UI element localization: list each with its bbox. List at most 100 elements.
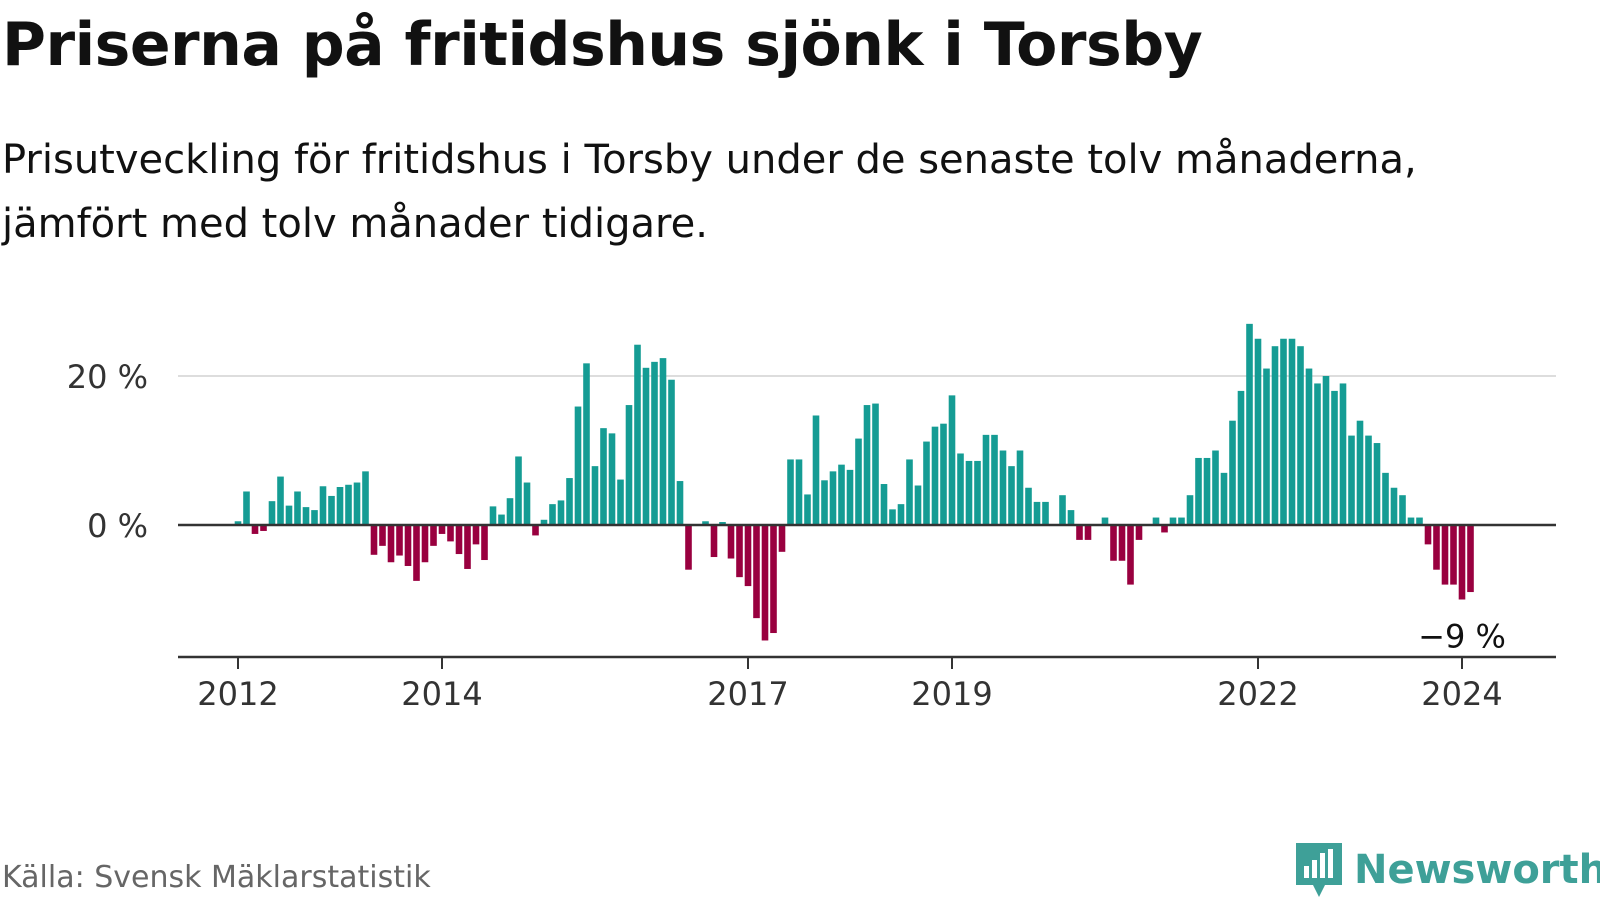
bar	[702, 521, 709, 525]
chart-title: Priserna på fritidshus sjönk i Torsby	[2, 10, 1203, 80]
bar	[1373, 443, 1381, 525]
bar	[1195, 457, 1202, 525]
bar	[923, 441, 930, 525]
bar	[464, 525, 471, 569]
x-tick-label: 2022	[1217, 675, 1298, 713]
bar	[795, 459, 803, 525]
bar	[846, 469, 854, 525]
bar	[1254, 338, 1262, 525]
bar	[574, 406, 582, 525]
bar	[1339, 383, 1347, 525]
bar	[668, 379, 675, 526]
bar	[855, 438, 862, 525]
bar	[829, 471, 837, 525]
bar	[285, 505, 293, 525]
bar	[1458, 525, 1466, 600]
bar	[974, 460, 981, 525]
bar	[1084, 525, 1092, 540]
bar	[345, 484, 352, 525]
bar	[1033, 501, 1041, 525]
bar	[727, 525, 735, 559]
bar	[396, 525, 403, 556]
bar	[498, 514, 505, 525]
bar	[889, 509, 896, 526]
bar	[736, 525, 743, 578]
bar	[1127, 525, 1134, 585]
bar	[1152, 517, 1160, 525]
bar	[1067, 510, 1075, 525]
bar	[1118, 525, 1126, 561]
bar	[1280, 338, 1287, 525]
bar	[404, 525, 412, 566]
bar	[1424, 525, 1432, 545]
bar	[982, 434, 990, 525]
bar	[1271, 346, 1279, 525]
bar	[1076, 525, 1083, 540]
bar	[812, 415, 820, 526]
bar	[1135, 525, 1143, 540]
y-axis: 0 % 20 %	[67, 358, 148, 545]
bar	[540, 519, 548, 525]
bar	[821, 480, 828, 525]
bar	[1365, 435, 1372, 525]
x-tick-label: 2012	[197, 675, 278, 713]
bar	[1450, 525, 1457, 585]
bar	[523, 482, 531, 525]
bar	[370, 525, 378, 555]
bar	[719, 522, 726, 525]
bar	[744, 525, 752, 587]
x-tick-label: 2017	[707, 675, 788, 713]
bar	[948, 395, 956, 525]
bar	[753, 525, 760, 619]
bar	[625, 405, 633, 526]
bar	[787, 459, 794, 525]
bar	[557, 500, 565, 526]
bar	[319, 486, 327, 525]
bar	[1229, 420, 1236, 525]
bar	[940, 423, 947, 525]
brand-name: Newsworthy	[1354, 847, 1600, 893]
source-credit: Källa: Svensk Mäklarstatistik	[2, 860, 431, 895]
bar	[591, 466, 599, 525]
bar	[906, 459, 913, 525]
bar	[651, 361, 658, 526]
bar	[268, 501, 276, 525]
bar	[1305, 368, 1313, 525]
bar	[421, 525, 429, 563]
x-tick-label: 2024	[1421, 675, 1502, 713]
bar	[328, 495, 335, 525]
bar	[608, 433, 616, 526]
bar	[1016, 450, 1024, 525]
x-tick-label: 2019	[911, 675, 992, 713]
bar	[379, 525, 386, 546]
last-value-annotation: −9 %	[1418, 618, 1506, 656]
bar	[957, 453, 964, 525]
bar	[362, 471, 369, 525]
bar	[770, 525, 777, 634]
bar	[914, 485, 922, 525]
bar	[1331, 390, 1338, 525]
bar	[676, 481, 684, 526]
bar	[1382, 472, 1389, 525]
bar	[1110, 525, 1117, 561]
bar	[1203, 457, 1211, 525]
bar	[583, 363, 590, 525]
bar	[761, 525, 769, 641]
x-axis: 2012 2014 2017 2019 2022 2024	[197, 657, 1503, 713]
bar	[1025, 487, 1032, 525]
bar	[931, 426, 939, 525]
bar	[659, 358, 667, 525]
bar	[1433, 525, 1440, 570]
bar	[897, 504, 905, 525]
bar	[778, 525, 786, 552]
bar	[863, 405, 871, 526]
bar	[532, 525, 539, 536]
bar	[838, 464, 845, 525]
bar	[1212, 450, 1219, 525]
bar	[804, 494, 811, 525]
bar	[387, 525, 395, 563]
bar	[642, 367, 650, 525]
bar	[455, 525, 463, 555]
bar	[1042, 501, 1049, 525]
bar	[1356, 420, 1364, 525]
